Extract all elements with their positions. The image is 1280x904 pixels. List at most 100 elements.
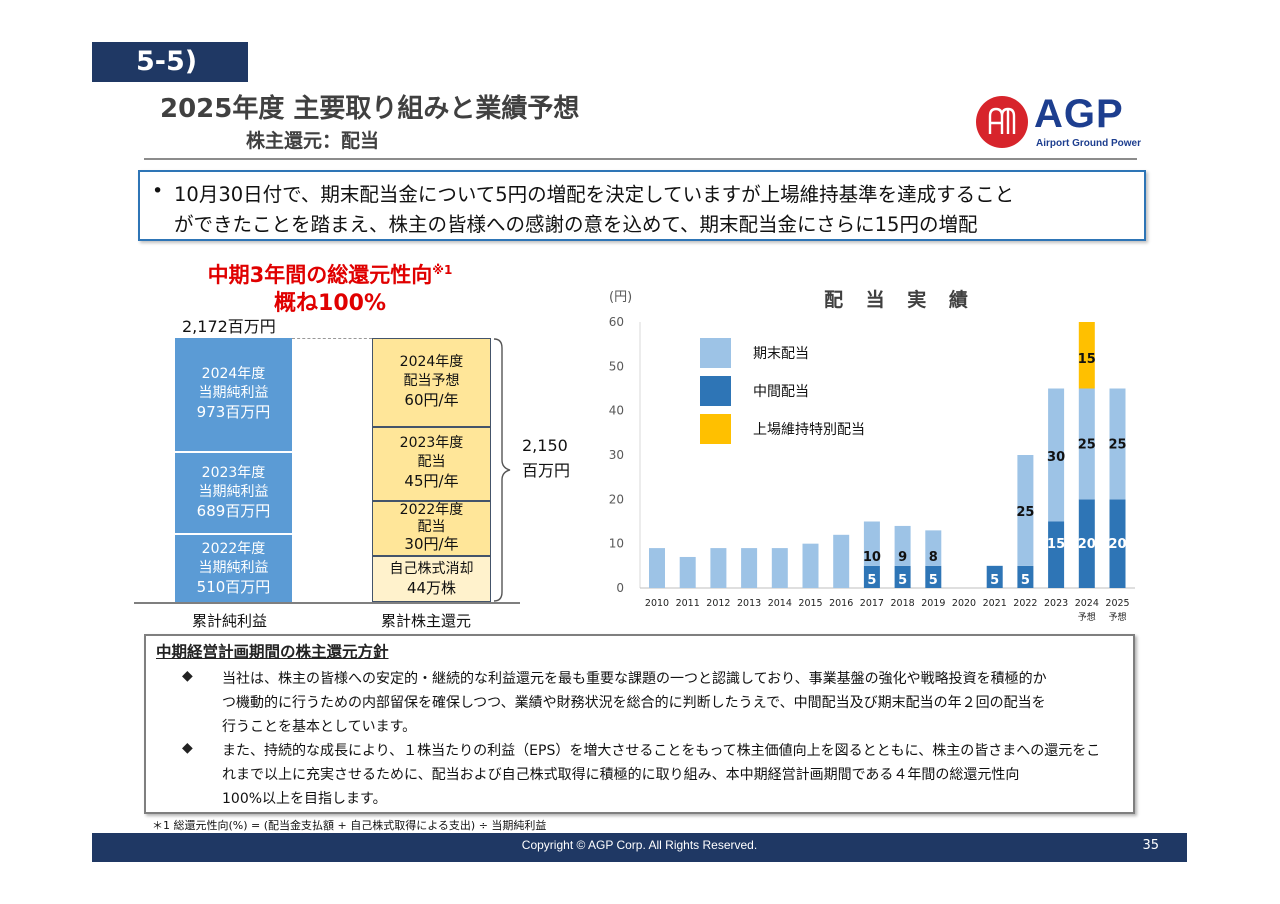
y-tick-label: 50 — [609, 359, 624, 373]
chart-title: 配 当 実 績 — [824, 288, 976, 311]
policy-p1-line1: 当社は、株主の皆様への安定的・継続的な利益還元を最も重要な課題の一つと認識してお… — [222, 671, 1047, 687]
x-tick-label: 2023 — [1044, 598, 1068, 609]
x-tick-label: 2012 — [706, 598, 730, 609]
legend-label: 上場維持特別配当 — [753, 422, 865, 438]
chart-bars: 5 10 5 9 5 8 5 5 25 15 30 20 25 15 20 25 — [649, 322, 1127, 588]
total-return-unit: 百万円 — [522, 461, 571, 480]
total-return-value: 2,150 — [522, 436, 568, 455]
policy-title: 中期経営計画期間の株主還元方針 — [156, 643, 389, 661]
return-bar-year: 2024年度 — [399, 354, 464, 370]
profit-bar-value: 689百万円 — [196, 502, 271, 520]
legend-swatch — [700, 414, 731, 444]
profit-bar-2024: 2024年度 当期純利益 973百万円 — [175, 338, 292, 451]
data-label: 5 — [898, 573, 907, 588]
data-label: 5 — [867, 573, 876, 588]
x-tick-sublabel: 予想 — [1078, 611, 1096, 623]
payout-ratio-title: 中期3年間の総還元性向※1 概ね100% — [180, 256, 480, 318]
shareholder-return-policy-box: 中期経営計画期間の株主還元方針 ◆ 当社は、株主の皆様への安定的・継続的な利益還… — [144, 634, 1135, 814]
diamond-bullet-2: ◆ — [182, 740, 193, 756]
data-label: 25 — [1078, 438, 1096, 453]
bar-2010-期末配当 — [649, 548, 665, 588]
bar-2012-期末配当 — [710, 548, 727, 588]
profit-bar-2023: 2023年度 当期純利益 689百万円 — [175, 453, 292, 533]
section-tag: 5-5) — [92, 42, 248, 82]
x-tick-label: 2018 — [891, 598, 915, 609]
profit-bar-2022: 2022年度 当期純利益 510百万円 — [175, 535, 292, 602]
x-axis-labels: 2010 2011 2012 2013 2014 2015 2016 2017 2018 2019… — [645, 598, 1130, 623]
footnote: ＊1 総還元性向(%) = (配当金支払額 + 自己株式取得による支出) ÷ 当… — [152, 819, 547, 832]
legend-swatch — [700, 376, 731, 406]
y-axis-ticks: 0 10 20 30 40 50 60 — [609, 315, 624, 595]
bar-2023-期末配当 — [1048, 388, 1065, 522]
total-dashed-line — [292, 338, 372, 339]
return-bar-value: 30円/年 — [404, 535, 459, 553]
dividend-chart: 配 当 実 績 (円) 0 10 20 30 40 50 60 5 10 5 9 5 8 5 5 25 15 3… — [609, 288, 1135, 623]
y-tick-label: 40 — [609, 404, 624, 418]
header-divider — [144, 158, 1137, 160]
payout-title-line1: 中期3年間の総還元性向 — [207, 263, 433, 287]
x-tick-label: 2014 — [768, 598, 792, 609]
return-bar-value: 44万株 — [406, 579, 457, 597]
total-profit-label: 2,172百万円 — [182, 317, 276, 336]
total-return-brace — [493, 338, 511, 602]
data-label: 5 — [929, 573, 938, 588]
bar-2017-期末配当 — [863, 521, 880, 566]
x-tick-label: 2011 — [676, 598, 700, 609]
return-bar-value: 60円/年 — [404, 391, 459, 409]
y-tick-label: 30 — [609, 448, 624, 462]
legend-label: 中間配当 — [753, 384, 809, 400]
y-tick-label: 0 — [616, 581, 624, 595]
x-tick-label: 2017 — [860, 598, 884, 609]
bar-2014-期末配当 — [771, 548, 788, 588]
policy-p1-line3: 行うことを基本としています。 — [222, 719, 417, 735]
bar-2018-中間配当 — [894, 565, 911, 588]
notice-line-2: ができたことを踏まえ、株主の皆様への感謝の意を込めて、期末配当金にさらに15円の… — [174, 213, 978, 236]
x-tick-label: 2015 — [798, 598, 822, 609]
profit-bar-caption: 当期純利益 — [198, 385, 269, 401]
bar-2016-期末配当 — [833, 534, 850, 588]
agp-logo-mark — [976, 96, 1028, 148]
bar-2017-中間配当 — [863, 565, 880, 588]
policy-p2-line3: 100%以上を目指します。 — [222, 791, 387, 807]
policy-p2-line2: れまで以上に充実させるために、配当および自己株式取得に積極的に取り組み、本中期経… — [222, 767, 1020, 783]
data-label: 15 — [1078, 352, 1096, 367]
profit-bar-caption: 当期純利益 — [198, 484, 269, 500]
data-label: 25 — [1108, 438, 1126, 453]
x-tick-label: 2019 — [921, 598, 945, 609]
data-label: 5 — [1021, 573, 1030, 588]
page-subtitle: 株主還元：配当 — [246, 130, 380, 152]
data-label: 20 — [1078, 537, 1096, 552]
bar-2015-期末配当 — [802, 543, 819, 588]
y-tick-label: 10 — [609, 537, 624, 551]
payout-title-line2: 概ね100% — [274, 291, 386, 316]
y-axis-unit: (円) — [609, 290, 632, 305]
legend-swatch — [700, 338, 731, 368]
return-bar-2023: 2023年度 配当 45円/年 — [372, 427, 491, 501]
return-bar-2022: 2022年度 配当 30円/年 — [372, 501, 491, 556]
y-tick-label: 60 — [609, 315, 624, 329]
return-bar-caption: 配当 — [417, 454, 446, 470]
y-tick-label: 20 — [609, 492, 624, 506]
bar-2011-期末配当 — [679, 556, 696, 588]
bar-2025-中間配当 — [1109, 499, 1126, 588]
x-tick-label: 2025 — [1105, 598, 1129, 609]
profit-bar-year: 2023年度 — [201, 465, 266, 481]
return-bar-year: 2023年度 — [399, 435, 464, 451]
data-label: 8 — [929, 550, 938, 565]
return-bar-caption: 配当予想 — [403, 373, 460, 389]
logo-subtext: Airport Ground Power — [1036, 138, 1141, 149]
notice-box: • 10月30日付で、期末配当金について5円の増配を決定していますが上場維持基準… — [138, 170, 1146, 241]
legend-label: 期末配当 — [753, 346, 809, 362]
payout-title-note: ※1 — [432, 263, 453, 277]
x-tick-label: 2016 — [829, 598, 853, 609]
bar-2024-中間配当 — [1078, 499, 1095, 588]
bar-2019-期末配当 — [925, 530, 942, 566]
x-tick-label: 2021 — [983, 598, 1007, 609]
notice-bullet: • — [152, 180, 164, 202]
data-label: 15 — [1047, 537, 1065, 552]
data-label: 20 — [1108, 537, 1126, 552]
profit-bar-value: 510百万円 — [196, 578, 271, 596]
bar-2024-期末配当 — [1078, 388, 1095, 500]
data-label: 9 — [898, 550, 907, 565]
bar-2024-上場維持特別配当 — [1078, 322, 1095, 389]
